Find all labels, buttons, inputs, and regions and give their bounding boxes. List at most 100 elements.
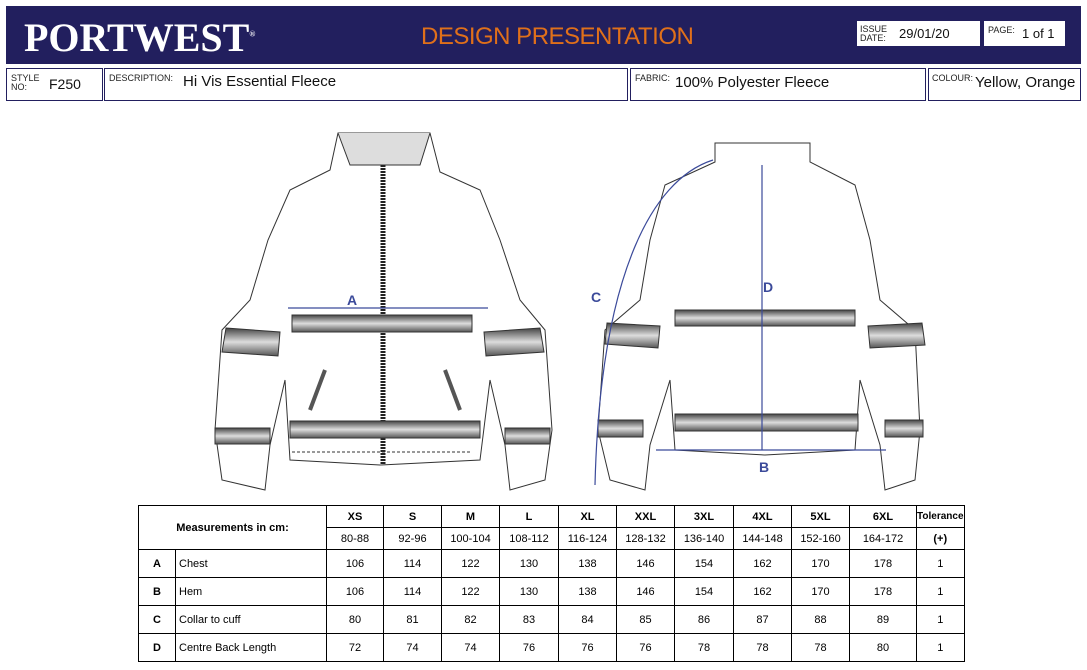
cell-value: 106 [326, 549, 384, 578]
colour: Yellow, Orange [975, 74, 1076, 91]
row-name: Chest [175, 549, 327, 578]
cell-value: 86 [674, 605, 734, 634]
size-range: 92-96 [383, 527, 442, 550]
cell-value: 130 [499, 549, 559, 578]
cell-value: 76 [616, 633, 675, 662]
cell-value: 154 [674, 577, 734, 606]
cell-value: 85 [616, 605, 675, 634]
size-range: 164-172 [849, 527, 917, 550]
table-title: Measurements in cm: [138, 505, 327, 550]
cell-value: 78 [733, 633, 792, 662]
cell-value: 76 [558, 633, 617, 662]
tolerance-value: 1 [916, 605, 965, 634]
row-name: Hem [175, 577, 327, 606]
tolerance-header: Tolerance [916, 505, 965, 528]
row-code: C [138, 605, 176, 634]
page-title: DESIGN PRESENTATION [421, 23, 694, 50]
issue-date: 29/01/20 [899, 26, 950, 41]
cell-value: 84 [558, 605, 617, 634]
portwest-logo: PORTWEST® [24, 15, 256, 60]
cell-value: 76 [499, 633, 559, 662]
tolerance-sub: (+) [916, 527, 965, 550]
row-code: A [138, 549, 176, 578]
tolerance-value: 1 [916, 549, 965, 578]
style-box: STYLE NO: F250 [6, 68, 103, 101]
size-header: L [499, 505, 559, 528]
cell-value: 74 [383, 633, 442, 662]
cell-value: 122 [441, 549, 500, 578]
measurements-table: Measurements in cm: XS S M L XL XXL 3XL 4XL 5XL 6… [138, 505, 965, 662]
cell-value: 122 [441, 577, 500, 606]
table-row: B Hem 106 114 122 130 138 146 154 162 170 178 1 [138, 577, 965, 606]
description: Hi Vis Essential Fleece [183, 73, 337, 90]
cell-value: 106 [326, 577, 384, 606]
fabric-box: FABRIC: 100% Polyester Fleece [630, 68, 926, 101]
tolerance-value: 1 [916, 633, 965, 662]
cell-value: 74 [441, 633, 500, 662]
label-a: A [347, 292, 357, 308]
size-header: 3XL [674, 505, 734, 528]
cell-value: 88 [791, 605, 850, 634]
issue-date-box: ISSUE DATE: 29/01/20 [856, 20, 981, 47]
cell-value: 146 [616, 577, 675, 606]
back-view [597, 142, 926, 491]
page-number: 1 of 1 [1022, 26, 1055, 41]
style-number: F250 [49, 76, 81, 92]
size-range: 100-104 [441, 527, 500, 550]
tolerance-value: 1 [916, 577, 965, 606]
row-name: Centre Back Length [175, 633, 327, 662]
cell-value: 170 [791, 577, 850, 606]
front-view [214, 132, 553, 491]
cell-value: 89 [849, 605, 917, 634]
size-range: 144-148 [733, 527, 792, 550]
row-name: Collar to cuff [175, 605, 327, 634]
row-code: B [138, 577, 176, 606]
measurement-arrows [288, 159, 886, 486]
size-header: S [383, 505, 442, 528]
size-header: 5XL [791, 505, 850, 528]
cell-value: 87 [733, 605, 792, 634]
label-c: C [591, 289, 601, 305]
size-header: M [441, 505, 500, 528]
table-row: D Centre Back Length 72 74 74 76 76 76 78 78 78 80 1 [138, 633, 965, 662]
cell-value: 138 [558, 577, 617, 606]
size-header: XS [326, 505, 384, 528]
cell-value: 78 [791, 633, 850, 662]
fabric: 100% Polyester Fleece [675, 74, 830, 91]
size-range: 152-160 [791, 527, 850, 550]
description-box: DESCRIPTION: Hi Vis Essential Fleece [104, 68, 628, 101]
size-range: 128-132 [616, 527, 675, 550]
size-range: 116-124 [558, 527, 617, 550]
size-header: 4XL [733, 505, 792, 528]
table-row: A Chest 106 114 122 130 138 146 154 162 170 178 1 [138, 549, 965, 578]
label-b: B [759, 459, 769, 475]
cell-value: 114 [383, 549, 442, 578]
cell-value: 130 [499, 577, 559, 606]
cell-value: 83 [499, 605, 559, 634]
row-code: D [138, 633, 176, 662]
cell-value: 146 [616, 549, 675, 578]
cell-value: 80 [849, 633, 917, 662]
colour-box: COLOUR: Yellow, Orange [928, 68, 1081, 101]
size-header: XXL [616, 505, 675, 528]
size-header: 6XL [849, 505, 917, 528]
label-d: D [763, 279, 773, 295]
cell-value: 170 [791, 549, 850, 578]
cell-value: 82 [441, 605, 500, 634]
size-range: 108-112 [499, 527, 559, 550]
size-range: 136-140 [674, 527, 734, 550]
page-box: PAGE: 1 of 1 [983, 20, 1066, 47]
cell-value: 138 [558, 549, 617, 578]
cell-value: 162 [733, 549, 792, 578]
cell-value: 80 [326, 605, 384, 634]
cell-value: 72 [326, 633, 384, 662]
cell-value: 78 [674, 633, 734, 662]
cell-value: 81 [383, 605, 442, 634]
cell-value: 154 [674, 549, 734, 578]
cell-value: 178 [849, 549, 917, 578]
size-header: XL [558, 505, 617, 528]
garment-drawings: A B C D [214, 132, 926, 491]
cell-value: 162 [733, 577, 792, 606]
size-range: 80-88 [326, 527, 384, 550]
cell-value: 178 [849, 577, 917, 606]
